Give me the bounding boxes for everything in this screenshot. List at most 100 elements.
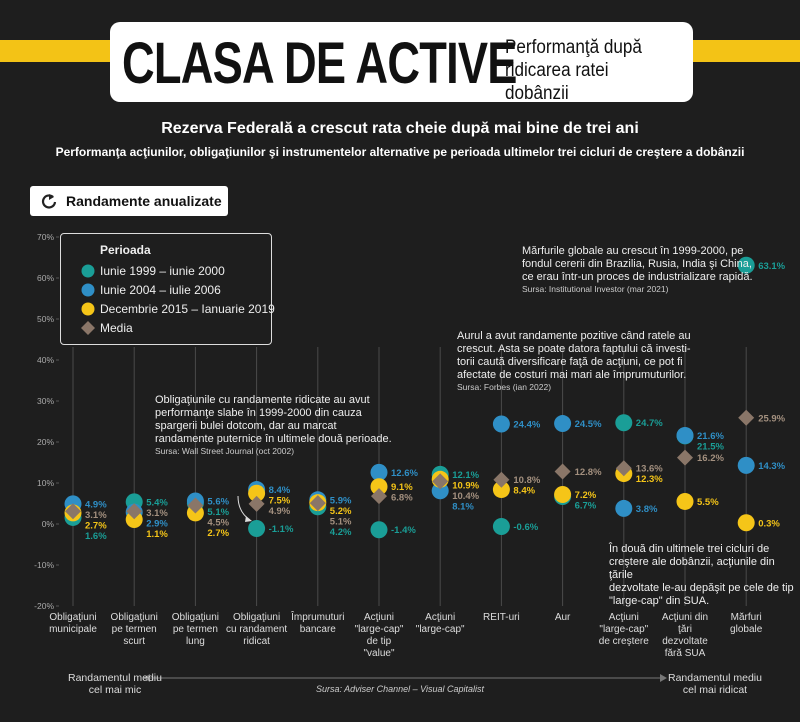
value-label: 4.9% (269, 506, 291, 517)
value-label: 24.5% (575, 419, 602, 430)
value-label: 24.7% (636, 418, 663, 429)
x-tick-label: Obligaţiuni cu randament ridicat (226, 612, 288, 647)
x-tick-label: Obligaţiuni pe termen scurt (110, 612, 158, 647)
annotation-source: Sursa: Institutional Investor (mar 2021) (522, 284, 669, 294)
data-dot (676, 426, 694, 444)
legend-marker (81, 264, 95, 278)
data-dot (737, 514, 755, 532)
value-label: 5.1% (207, 507, 229, 518)
value-label: 7.2% (575, 490, 597, 501)
value-label: 63.1% (758, 261, 785, 272)
value-label: -1.4% (391, 525, 416, 536)
toggle-button[interactable]: Randamente anualizate (30, 186, 228, 216)
value-label: -0.6% (513, 522, 538, 533)
data-dot (248, 484, 266, 502)
value-label: 3.8% (636, 504, 658, 515)
annotation-source: Sursa: Forbes (ian 2022) (457, 382, 552, 392)
value-label: 0.3% (758, 518, 780, 529)
legend-marker (81, 321, 95, 335)
legend-marker (81, 283, 95, 297)
value-label: 12.6% (391, 468, 418, 479)
x-tick-label: Aur (554, 612, 571, 623)
header-title: CLASA DE ACTIVE (122, 31, 517, 96)
footer-source: Sursa: Adviser Channel – Visual Capitali… (315, 684, 485, 694)
y-tick-label: 60% (37, 273, 54, 283)
value-label: 5.1% (330, 516, 352, 527)
data-dot (554, 415, 572, 433)
value-label: 7.5% (269, 496, 291, 507)
data-diamond (432, 473, 449, 490)
value-label: 6.8% (391, 493, 413, 504)
value-label: 1.1% (146, 529, 168, 540)
y-tick-label: -10% (34, 560, 54, 570)
legend-label: Media (100, 321, 133, 335)
value-label: 12.8% (575, 467, 602, 478)
value-label: 8.4% (513, 486, 535, 497)
value-label: 1.6% (85, 531, 107, 542)
data-dot (737, 256, 755, 274)
value-label: 2.7% (85, 520, 107, 531)
legend-title: Perioada (100, 243, 151, 257)
value-label: 10.9% (452, 480, 479, 491)
header-box: CLASA DE ACTIVE Performanţă după ridicar… (110, 22, 693, 104)
value-label: 5.4% (146, 497, 168, 508)
data-dot (248, 520, 266, 538)
value-label: 10.8% (513, 475, 540, 486)
chart-title: Rezerva Federală a crescut rata cheie du… (161, 120, 639, 137)
y-tick-label: 30% (37, 396, 54, 406)
data-dot (615, 414, 633, 432)
x-tick-label: Acţiuni "large-cap" de creştere (598, 612, 649, 647)
data-diamond (187, 497, 204, 514)
y-tick-label: 50% (37, 314, 54, 324)
x-tick-label: Împrumuturi bancare (291, 612, 345, 635)
data-dot (737, 456, 755, 474)
data-diamond (65, 503, 81, 520)
y-tick-label: 10% (37, 478, 54, 488)
value-label: 8.1% (452, 501, 474, 512)
value-label: 13.6% (636, 464, 663, 475)
value-label: 8.4% (269, 485, 291, 496)
value-label: 16.2% (697, 453, 724, 464)
x-tick-label: Acţiuni "large-cap" de tip "value" (354, 612, 404, 659)
value-label: 2.9% (146, 518, 168, 529)
value-label: -1.1% (269, 524, 294, 535)
data-dot (370, 521, 388, 539)
data-dot (492, 415, 510, 433)
data-dot (615, 499, 633, 517)
x-tick-label: Obligaţiuni municipale (49, 612, 97, 635)
value-label: 4.5% (207, 518, 229, 529)
data-dot (492, 517, 510, 535)
x-tick-label: Obligaţiuni pe termen lung (171, 612, 220, 647)
data-diamond (738, 409, 755, 426)
value-label: 5.9% (330, 495, 352, 506)
x-tick-label: REIT-uri (483, 612, 520, 623)
annotation: Aurul a avut randamente pozitive când ra… (457, 330, 691, 381)
annotation: În două din ultimele trei cicluri de cre… (609, 543, 794, 607)
annotation: Mărfurile globale au crescut în 1999-200… (522, 245, 753, 283)
data-dot (554, 485, 572, 503)
value-label: 9.1% (391, 482, 413, 493)
y-tick-label: -20% (34, 601, 54, 611)
data-dot (492, 481, 510, 499)
legend (60, 233, 272, 345)
value-label: 12.3% (636, 474, 663, 485)
value-label: 14.3% (758, 461, 785, 472)
y-tick-label: 0% (42, 519, 55, 529)
data-diamond (371, 488, 387, 505)
value-label: 21.6% (697, 431, 724, 442)
footer-right: Randamentul mediu cel mai ridicat (668, 672, 762, 696)
value-label: 5.6% (207, 497, 229, 508)
data-diamond (493, 471, 510, 488)
refresh-icon (41, 194, 57, 209)
value-label: 5.5% (697, 497, 719, 508)
y-tick-label: 20% (37, 437, 54, 447)
value-label: 12.1% (452, 470, 479, 481)
value-label: 24.4% (513, 419, 540, 430)
data-diamond (126, 503, 143, 520)
y-tick-label: 70% (37, 232, 54, 242)
value-label: 5.2% (330, 506, 352, 517)
data-diamond (248, 495, 265, 512)
annotation: Obligaţiunile cu randamente ridicate au … (155, 394, 392, 445)
